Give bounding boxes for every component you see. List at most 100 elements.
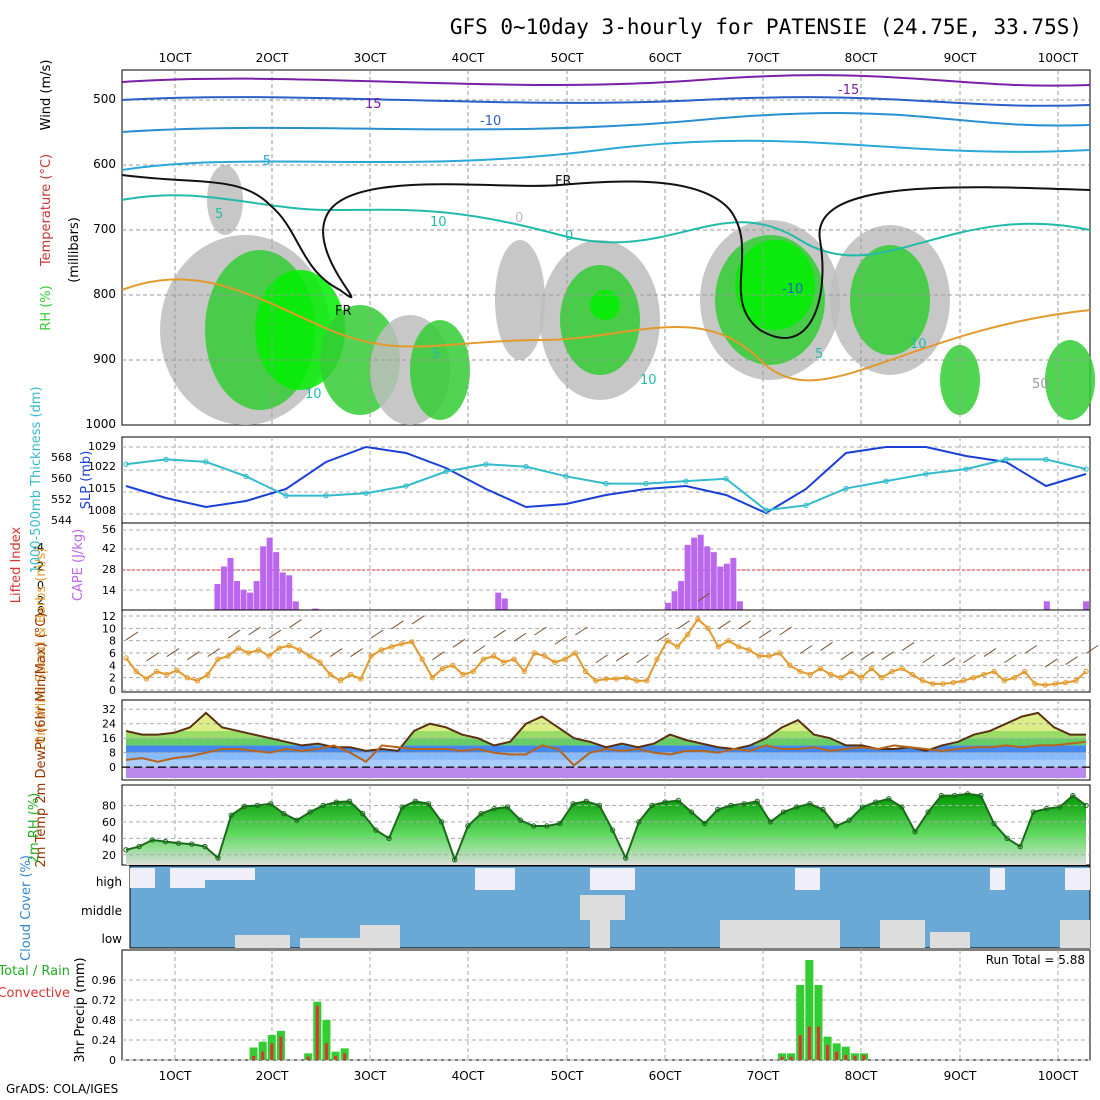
precip-tick: 0.24 xyxy=(92,1034,117,1047)
thickness-tick: 552 xyxy=(51,493,72,506)
bottom-tick-label: 8OCT xyxy=(845,1069,878,1083)
precip-conv-bar xyxy=(835,1051,839,1060)
wind-barb xyxy=(779,626,792,636)
cape-axis-label: CAPE (J/kg) xyxy=(71,529,86,601)
wind-speed-line-point xyxy=(981,671,987,678)
thickness-line-point xyxy=(323,492,329,499)
rh-line-point xyxy=(728,802,734,809)
wind-tick: 2 xyxy=(109,672,116,685)
contour-line xyxy=(121,278,1091,382)
contour-label: 10 xyxy=(910,337,927,352)
precip-conv-bar xyxy=(798,1035,802,1060)
lifted-tick: 2 xyxy=(37,594,44,607)
rh-blob xyxy=(735,240,815,330)
pressure-tick: 800 xyxy=(93,287,116,301)
cloud-gap xyxy=(475,868,515,890)
cloud-gap xyxy=(880,920,925,948)
cape-lifted-panel: 56 42 28 14 -4 -2 0 26 Lifted Index CAPE (J/kg) xyxy=(9,522,1091,617)
precip-tick: 0.96 xyxy=(92,974,117,987)
wind-barb xyxy=(186,651,200,661)
rh-panel: 80 60 40 20 2m RH (%) xyxy=(27,784,1091,866)
rh-line-point xyxy=(938,792,945,799)
rh-line-point xyxy=(544,823,550,829)
precip-conv-bar xyxy=(816,1026,820,1060)
contour-label: -15 xyxy=(838,83,859,98)
wind-speed-line-point xyxy=(276,645,282,651)
wind-barb xyxy=(1024,645,1038,654)
wind-speed-line-point xyxy=(123,655,129,661)
wind-speed-line-point xyxy=(930,681,936,687)
rh-line-point xyxy=(228,812,234,819)
wind-speed-line-point xyxy=(368,653,374,659)
wind-barb xyxy=(493,629,506,639)
temp-band xyxy=(126,767,1086,778)
cape-tick: 56 xyxy=(102,523,116,536)
wind-barb xyxy=(125,631,139,641)
rh-blob xyxy=(560,265,640,375)
thickness-line-point xyxy=(363,490,369,496)
bottom-tick-label: 9OCT xyxy=(944,1069,977,1083)
rh-tick: 20 xyxy=(102,849,116,862)
cape-bar xyxy=(495,592,502,610)
cape-bar xyxy=(501,598,508,610)
bottom-date-axis: 1OCT 2OCT 3OCT 4OCT 5OCT 6OCT 7OCT 8OCT 9OCT 10OC… xyxy=(159,1069,1079,1083)
wind-tick: 0 xyxy=(109,684,116,697)
thickness-line-point xyxy=(683,478,689,484)
precip-total-bar xyxy=(841,1046,850,1060)
wind-speed-line-point xyxy=(705,625,711,632)
wind-speed-line-point xyxy=(644,678,650,684)
wind-barb xyxy=(452,638,466,648)
rh-line-point xyxy=(294,817,300,823)
precip-conv-bar xyxy=(789,1056,793,1060)
precip-total-bar xyxy=(322,1020,331,1060)
wind-barb xyxy=(615,652,629,662)
cape-bar xyxy=(671,591,678,610)
rh-line-point xyxy=(149,837,156,843)
wind-speed-line-point xyxy=(633,678,640,684)
rh-line-point xyxy=(675,797,682,804)
wind-speed-line-point xyxy=(807,671,813,678)
wind-barb xyxy=(350,648,363,657)
upper-legend-label: Temperature (°C) xyxy=(39,154,54,267)
pressure-tick: 500 xyxy=(93,92,116,106)
rh-line-point xyxy=(636,819,642,825)
slp-thickness-panel: 1029 1022 1015 1008 568 560 552 544 1000-500mb T… xyxy=(29,386,1091,574)
cloud-tick: high xyxy=(96,875,122,889)
wind-speed-line-point xyxy=(940,681,946,687)
wind-speed-line-point xyxy=(674,644,681,650)
wind-barb xyxy=(942,657,956,667)
wind-barb xyxy=(636,654,649,664)
wind-speed-line-point xyxy=(848,668,854,675)
top-tick-label: 10OCT xyxy=(1038,51,1079,65)
wind-speed-line-point xyxy=(756,653,762,659)
thickness-line-point xyxy=(483,461,489,467)
rh-line-point xyxy=(491,806,497,812)
slp-tick: 1022 xyxy=(88,460,116,473)
thickness-line-point xyxy=(763,507,769,513)
precip-conv-bar xyxy=(306,1056,310,1060)
rh-line-point xyxy=(859,804,866,810)
thickness-line-point xyxy=(443,468,449,475)
thickness-line-point xyxy=(1083,466,1089,472)
wind-speed-line-point xyxy=(419,656,425,662)
bottom-tick-label: 10OCT xyxy=(1038,1069,1079,1083)
wind-speed-line-point xyxy=(1011,674,1018,681)
wind-speed-line-point xyxy=(593,678,599,684)
rh-line-point xyxy=(570,801,576,807)
thickness-line xyxy=(125,458,1087,512)
cape-bar xyxy=(279,572,286,610)
wind-speed-line-point xyxy=(480,656,487,662)
rh-line-point xyxy=(530,823,537,829)
wind-barb xyxy=(370,629,384,639)
wind-speed-line-point xyxy=(817,665,824,672)
cape-bar xyxy=(710,552,717,610)
cloud-gap xyxy=(590,868,635,890)
slp-tick: 1008 xyxy=(88,504,116,517)
rh-line-point xyxy=(175,840,182,846)
precip-total-bar xyxy=(814,985,823,1060)
wind-barb xyxy=(1044,658,1058,668)
wind-speed-line-point xyxy=(470,668,476,675)
wind-speed-line-point xyxy=(868,665,875,672)
temp-band xyxy=(126,759,1086,768)
wind-speed-line-point xyxy=(664,637,670,644)
